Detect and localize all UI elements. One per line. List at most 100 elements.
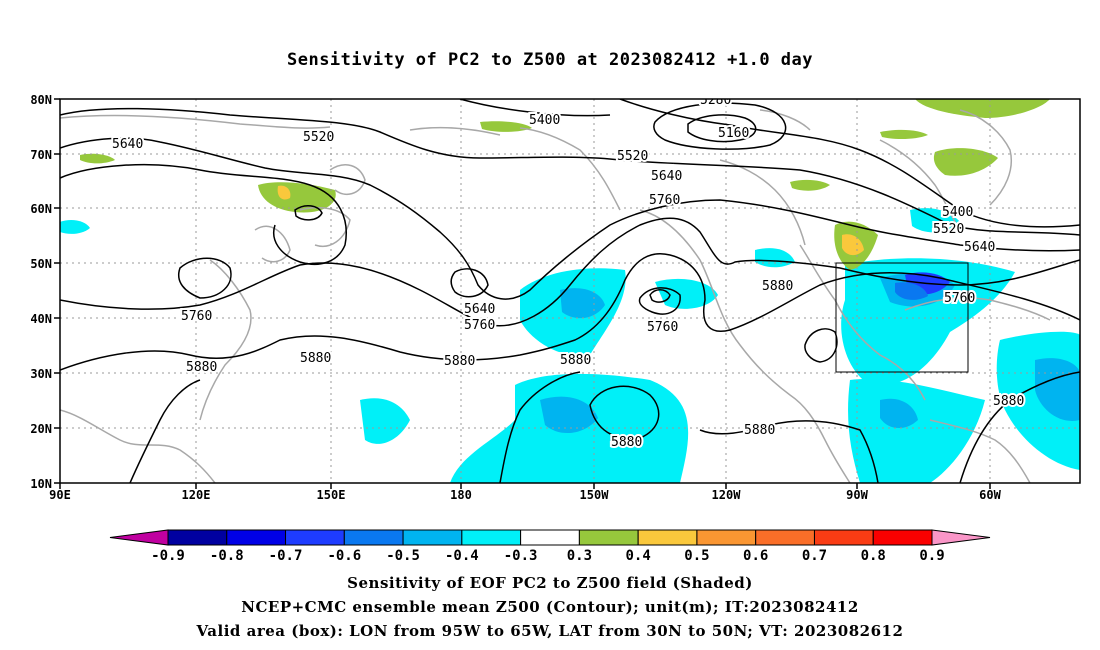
contour-5520-a xyxy=(60,107,1080,236)
lon-label: 60W xyxy=(979,488,1001,502)
shading-negative xyxy=(60,208,1080,483)
contour-5880-e xyxy=(589,385,660,440)
contour-5400-nw xyxy=(459,99,611,117)
colorbar-box xyxy=(285,529,345,546)
contour-5880-i xyxy=(699,420,879,483)
lon-label: 90W xyxy=(846,488,868,502)
contour-label-5880: 5880 xyxy=(300,351,331,366)
tick-marks xyxy=(54,98,991,489)
contour-label-5640: 5640 xyxy=(464,302,495,317)
contour-label-5880: 5880 xyxy=(762,279,793,294)
contour-label-5880: 5880 xyxy=(611,435,642,450)
longitude-labels: 90E 120E 150E 180 150W 120W 90W 60W xyxy=(49,488,1001,502)
colorbar-box xyxy=(696,529,757,546)
lon-label: 150E xyxy=(317,488,346,502)
contour-5880-j xyxy=(959,371,1080,483)
colorbar-box xyxy=(637,529,698,546)
lon-label: 120W xyxy=(712,488,742,502)
contour-label-5880: 5880 xyxy=(186,360,217,375)
colorbar-box xyxy=(402,529,463,546)
colorbar-box xyxy=(461,529,522,546)
contour-label-5880: 5880 xyxy=(444,354,475,369)
colorbar-tick-label: 0.4 xyxy=(626,548,651,564)
contour-label-5880: 5880 xyxy=(993,394,1024,409)
colorbar-tick-label: 0.7 xyxy=(802,548,827,564)
lat-label: 10N xyxy=(30,477,52,491)
contour-label-5880: 5880 xyxy=(744,423,775,438)
shading-positive xyxy=(80,99,1050,270)
contour-5640-blob xyxy=(649,289,671,303)
chart-title: Sensitivity of PC2 to Z500 at 2023082412… xyxy=(286,50,813,70)
colorbar-box xyxy=(813,529,874,546)
lon-label: 120E xyxy=(182,488,211,502)
contour-5640-a xyxy=(60,137,1080,300)
contour-label-5640: 5640 xyxy=(112,137,143,152)
contour-label-5640: 5640 xyxy=(964,240,995,255)
cyan-region-nw xyxy=(60,220,90,234)
cyan-region-west-pac xyxy=(360,398,410,444)
colorbar-box xyxy=(167,529,228,546)
contour-labels: 5280 5160 5400 5520 5640 5520 5640 5760 … xyxy=(110,99,1026,452)
contour-label-5760: 5760 xyxy=(647,320,678,335)
contour-label-5520: 5520 xyxy=(933,222,964,237)
colorbar-tick-label: -0.5 xyxy=(386,548,420,564)
contour-5880-f xyxy=(804,328,838,363)
caption-line-2: NCEP+CMC ensemble mean Z500 (Contour); u… xyxy=(241,598,859,616)
colorbar-tick-label: 0.5 xyxy=(684,548,709,564)
colorbar-box xyxy=(520,529,580,546)
colorbar-tick-label: -0.8 xyxy=(210,548,244,564)
colorbar-box xyxy=(755,529,815,546)
contour-label-5760: 5760 xyxy=(464,318,495,333)
caption-line-3: Valid area (box): LON from 95W to 65W, L… xyxy=(196,622,904,640)
map-area: 5280 5160 5400 5520 5640 5520 5640 5760 … xyxy=(60,99,1080,483)
valid-area-box xyxy=(835,262,969,373)
contour-5880-d xyxy=(178,257,232,299)
colorbar-tick-label: 0.8 xyxy=(861,548,886,564)
lat-label: 50N xyxy=(30,257,52,271)
colorbar-tick-label: -0.3 xyxy=(504,548,538,564)
lat-label: 70N xyxy=(30,148,52,162)
contour-5880-b xyxy=(638,287,681,315)
contour-5880-c xyxy=(450,268,489,298)
lat-label: 30N xyxy=(30,367,52,381)
colorbar-box xyxy=(578,529,639,546)
contour-label-5760: 5760 xyxy=(649,193,680,208)
contour-label-5520: 5520 xyxy=(617,149,648,164)
contour-label-5640: 5640 xyxy=(651,169,682,184)
contour-5880-g xyxy=(129,379,201,483)
contour-5760-b xyxy=(60,217,1080,327)
graticule xyxy=(60,99,1080,483)
colorbar-min-triangle xyxy=(109,529,169,546)
colorbar-tick-label: -0.9 xyxy=(151,548,185,564)
contour-5640-ring xyxy=(294,205,323,221)
colorbar-tick-label: 0.3 xyxy=(567,548,592,564)
map-frame xyxy=(59,98,1081,484)
contour-5880-a xyxy=(60,253,1080,371)
colorbar-max-triangle xyxy=(931,529,991,546)
colorbar-tick-label: 0.9 xyxy=(919,548,944,564)
colorbar-tick-label: -0.6 xyxy=(327,548,361,564)
colorbar-labels: -0.9 -0.8 -0.7 -0.6 -0.5 -0.4 -0.3 0.3 0.4 0.5 0.6… xyxy=(151,548,945,564)
cyan-region-central-pac xyxy=(655,278,718,309)
latitude-labels: 80N 70N 60N 50N 40N 30N 20N 10N xyxy=(30,93,52,491)
colorbar-box xyxy=(343,529,404,546)
cyan-region-canada xyxy=(910,208,960,233)
coastlines xyxy=(60,109,1051,483)
lon-label: 150W xyxy=(580,488,610,502)
lat-label: 20N xyxy=(30,422,52,436)
colorbar-tick-label: -0.7 xyxy=(269,548,303,564)
colorbar-tick-label: 0.6 xyxy=(743,548,768,564)
colorbar-tick-label: -0.4 xyxy=(445,548,479,564)
contour-label-5400: 5400 xyxy=(942,205,973,220)
cyan-region-atlantic xyxy=(841,258,1015,386)
contour-label-5760: 5760 xyxy=(944,291,975,306)
contour-label-5160: 5160 xyxy=(718,126,749,141)
lon-label: 180 xyxy=(450,488,472,502)
contour-5880-h xyxy=(499,371,581,483)
z500-contours xyxy=(60,99,1080,483)
colorbar xyxy=(109,529,991,546)
contour-5280 xyxy=(653,102,787,150)
contour-5160 xyxy=(687,114,757,143)
contour-label-5760: 5760 xyxy=(181,309,212,324)
